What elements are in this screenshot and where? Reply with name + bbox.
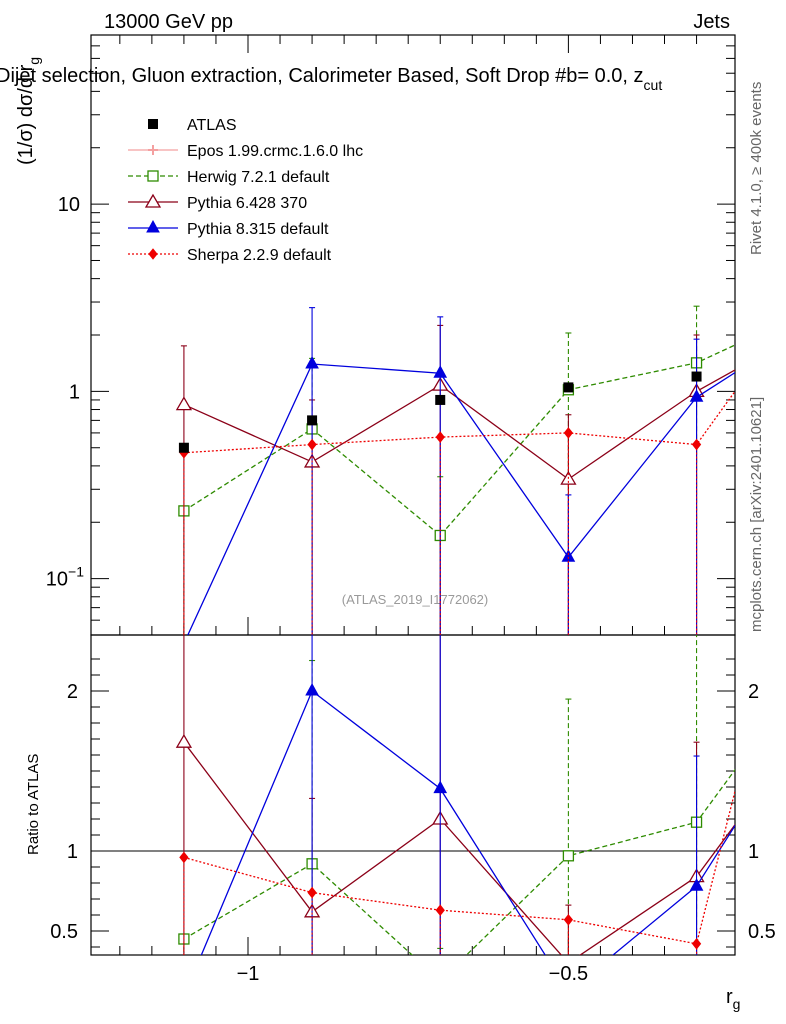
atlas-data-point bbox=[563, 382, 574, 393]
upper-y-tick-label: 1 bbox=[69, 381, 80, 403]
atlas-data-point bbox=[435, 394, 446, 405]
lower-pythia-point bbox=[178, 990, 190, 1001]
legend-pythia-marker bbox=[146, 219, 160, 233]
upper-pythia-point bbox=[433, 365, 448, 378]
atlas-data-point bbox=[691, 371, 702, 382]
upper-sherpa-point bbox=[435, 431, 445, 443]
legend: ATLAS Epos 1.99.crmc.1.6.0 lhc Herwig 7.2.… bbox=[128, 117, 363, 264]
upper-y-tick-label-main: 1 bbox=[69, 381, 80, 403]
lower-y-tick-label-right: 1 bbox=[748, 841, 759, 863]
legend-pythia-label: Pythia 8.315 default bbox=[187, 221, 329, 238]
x-axis-label: rg bbox=[726, 986, 740, 1012]
upper-y-axis-label-main: (1/σ) dσ/d r bbox=[15, 64, 37, 165]
atlas-data-point bbox=[178, 442, 189, 453]
upper-y-axis-label-sub: g bbox=[26, 57, 42, 65]
legend-pythia-marker bbox=[144, 193, 162, 208]
energy-label: 13000 GeV pp bbox=[104, 11, 233, 33]
legend-herwig-label: Herwig 7.2.1 default bbox=[187, 169, 330, 186]
lower-y-tick-label: 1 bbox=[67, 841, 78, 863]
x-axis-label-main: r bbox=[726, 986, 733, 1008]
lower-herwig-point bbox=[562, 850, 575, 862]
legend-atlas-marker bbox=[148, 119, 158, 129]
lower-pythia-point bbox=[433, 780, 448, 794]
lower-y-tick-label: 0.5 bbox=[50, 921, 78, 943]
x-tick-label: −1 bbox=[237, 963, 260, 985]
lower-sherpa-point bbox=[179, 851, 189, 864]
legend-pythia-label: Pythia 6.428 370 bbox=[187, 195, 307, 212]
lower-sherpa-line bbox=[183, 788, 735, 945]
lower-sherpa-point bbox=[307, 886, 317, 899]
upper-y-tick-label: 10 bbox=[58, 194, 80, 216]
upper-sherpa-point bbox=[691, 438, 702, 451]
lower-y-axis-label: Ratio to ATLAS bbox=[25, 754, 42, 855]
lower-sherpa-point bbox=[435, 904, 445, 917]
upper-pythia-line bbox=[183, 369, 735, 480]
upper-sherpa-point bbox=[563, 427, 574, 439]
analysis-watermark: (ATLAS_2019_I1772062) bbox=[342, 592, 488, 607]
lower-y-tick-label-right: 0.5 bbox=[748, 921, 776, 943]
upper-pythia-point bbox=[689, 389, 704, 402]
lower-y-tick-label: 2 bbox=[67, 681, 78, 703]
lower-pythia-point bbox=[562, 985, 574, 996]
lower-y-axis: 0.5 0.5 1 1 2 2 bbox=[50, 658, 776, 948]
lower-herwig-point bbox=[435, 976, 445, 986]
side-label-bottom: mcplots.cern.ch [arXiv:2401.10621] bbox=[748, 397, 765, 632]
side-label-top: Rivet 4.1.0, ≥ 400k events bbox=[748, 82, 765, 255]
lower-panel-frame bbox=[90, 634, 736, 956]
lower-herwig-line bbox=[183, 768, 735, 955]
upper-pythia-line bbox=[187, 363, 735, 635]
lower-sherpa-point bbox=[691, 937, 702, 950]
upper-sherpa-line bbox=[183, 390, 735, 454]
upper-plot-area bbox=[175, 305, 735, 635]
upper-y-axis-label: (1/σ) dσ/d rg bbox=[15, 57, 42, 165]
legend-epos-label: Epos 1.99.crmc.1.6.0 lhc bbox=[187, 143, 363, 160]
lower-y-tick-label-right: 2 bbox=[748, 681, 759, 703]
x-tick-label: −0.5 bbox=[549, 963, 588, 985]
upper-y-tick-label-main: 10 bbox=[46, 569, 68, 591]
upper-pythia-point bbox=[305, 355, 319, 369]
x-axis-label-sub: g bbox=[733, 996, 741, 1012]
plot-title: Dijet selection, Gluon extraction, Calor… bbox=[0, 65, 662, 93]
upper-pythia-point bbox=[175, 396, 193, 411]
lower-pythia-line bbox=[200, 689, 735, 955]
lower-sherpa-point bbox=[563, 913, 574, 926]
legend-atlas-label: ATLAS bbox=[187, 117, 237, 134]
upper-herwig-line bbox=[183, 344, 735, 537]
plot-title-sub: cut bbox=[644, 77, 663, 93]
lower-pythia-point bbox=[305, 682, 319, 696]
upper-y-tick-label: 10−1 bbox=[46, 564, 84, 591]
upper-y-tick-label-exp: −1 bbox=[68, 564, 84, 580]
lower-pythia-point bbox=[175, 733, 193, 748]
lower-pythia-point bbox=[689, 878, 704, 891]
upper-y-tick-label-main: 10 bbox=[58, 194, 80, 216]
legend-sherpa-marker bbox=[148, 248, 158, 260]
process-label: Jets bbox=[693, 11, 730, 33]
plot-title-main: Dijet selection, Gluon extraction, Calor… bbox=[0, 65, 644, 87]
legend-sherpa-label: Sherpa 2.2.9 default bbox=[187, 247, 332, 264]
legend-herwig-marker bbox=[147, 170, 159, 182]
upper-sherpa-point bbox=[307, 438, 317, 451]
atlas-data-point bbox=[307, 415, 318, 426]
lower-plot-area bbox=[175, 635, 735, 1001]
